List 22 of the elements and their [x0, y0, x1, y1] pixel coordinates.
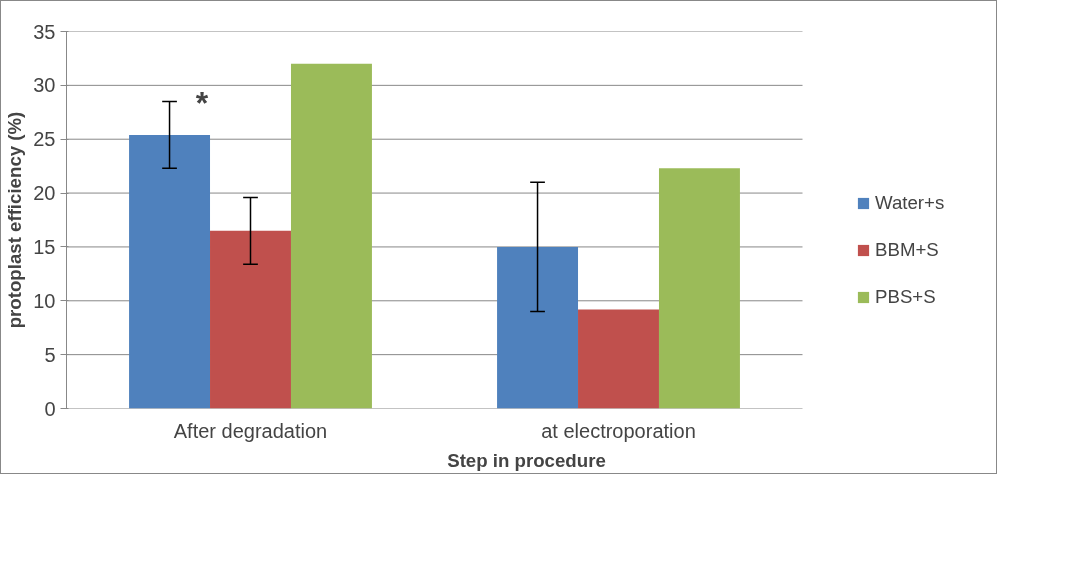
y-axis-title: protoplast efficiency (%): [4, 111, 26, 329]
bar: [578, 309, 659, 409]
y-tick-label: 5: [44, 343, 56, 366]
y-tick-label: 25: [33, 128, 56, 151]
legend-label: Water+s: [875, 192, 945, 214]
legend-label: PBS+S: [875, 286, 936, 308]
bar: [658, 168, 740, 409]
annotation: *: [195, 85, 209, 122]
bar: [129, 134, 211, 409]
x-tick-label: After degradation: [173, 419, 328, 442]
x-tick-label: at electroporation: [541, 419, 696, 442]
y-tick-label: 15: [33, 235, 56, 258]
legend-label: BBM+S: [875, 239, 939, 261]
bar: [210, 230, 291, 409]
y-tick-label: 20: [33, 182, 56, 205]
x-axis-title: Step in procedure: [447, 449, 606, 471]
bar: [497, 246, 579, 409]
y-tick-label: 30: [33, 74, 56, 97]
y-tick-label: 35: [33, 20, 56, 43]
y-tick-label: 10: [33, 289, 56, 312]
bar: [290, 63, 372, 409]
y-tick-label: 0: [44, 397, 56, 420]
